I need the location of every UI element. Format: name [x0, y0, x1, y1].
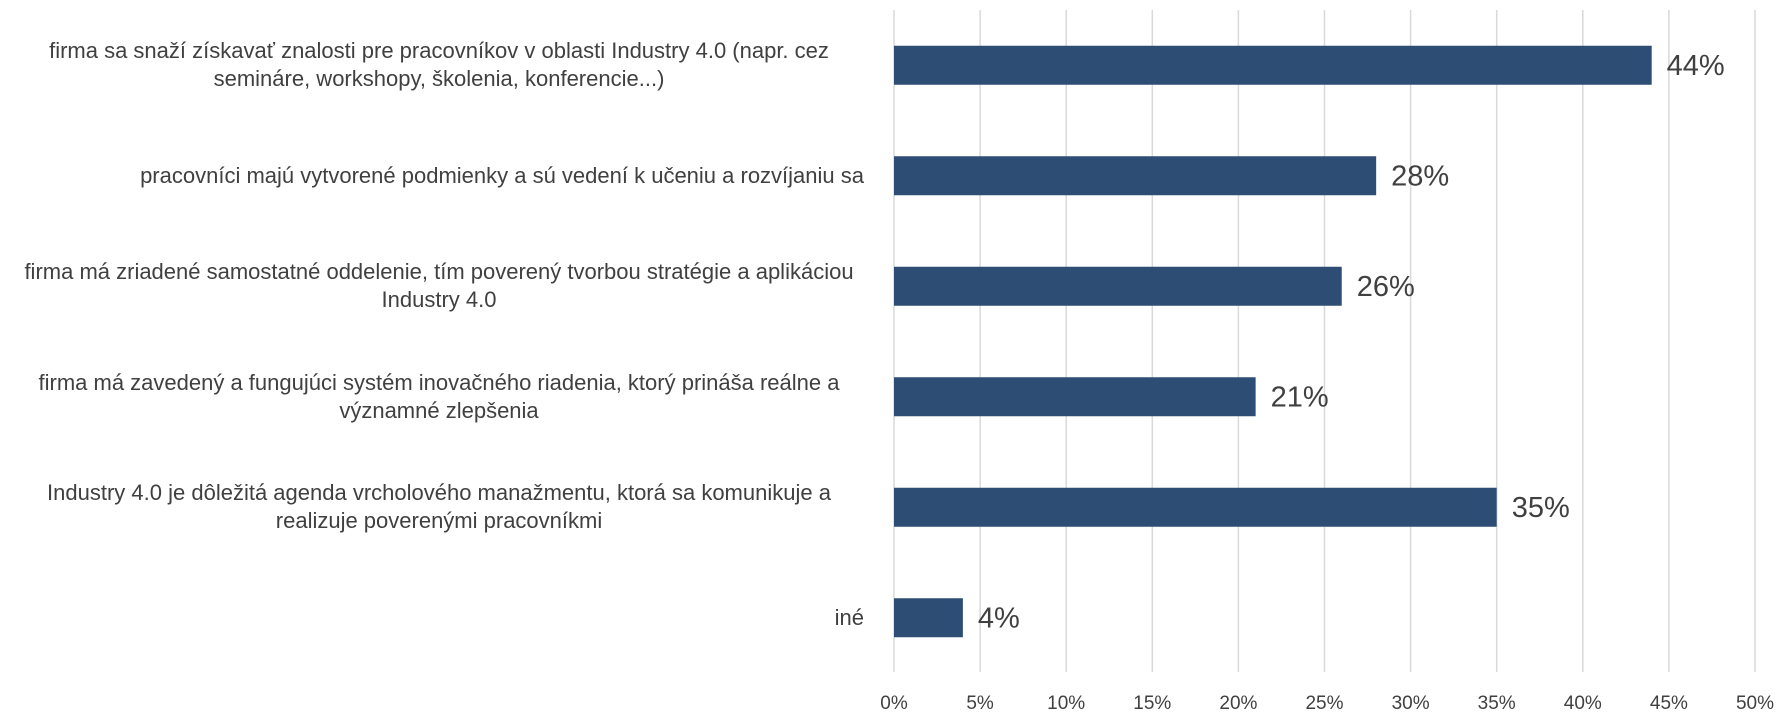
value-label: 21%: [1271, 381, 1329, 413]
x-tick-label: 35%: [1478, 693, 1516, 714]
bar: [894, 156, 1377, 196]
x-tick-label: 20%: [1219, 693, 1257, 714]
bar: [894, 598, 963, 638]
bar: [894, 487, 1497, 527]
value-label: 28%: [1391, 160, 1449, 192]
bar: [894, 266, 1342, 306]
x-tick-label: 15%: [1133, 693, 1171, 714]
x-tick-label: 0%: [880, 693, 908, 714]
x-tick-label: 5%: [966, 693, 994, 714]
category-label: Industry 4.0 je dôležitá agenda vrcholov…: [47, 480, 831, 534]
category-label: firma má zavedený a fungujúci systém ino…: [38, 369, 840, 423]
category-label: firma sa snaží získavať znalosti pre pra…: [49, 38, 829, 92]
value-label: 35%: [1512, 492, 1570, 524]
category-label: pracovníci majú vytvorené podmienky a sú…: [140, 162, 864, 188]
category-label: iné: [834, 604, 864, 630]
x-tick-label: 50%: [1736, 693, 1774, 714]
bar: [894, 377, 1256, 417]
x-tick-label: 30%: [1392, 693, 1430, 714]
x-tick-label: 40%: [1564, 693, 1602, 714]
value-label: 44%: [1667, 50, 1725, 82]
bar: [894, 45, 1652, 85]
value-label: 26%: [1357, 271, 1415, 303]
x-tick-label: 10%: [1047, 693, 1085, 714]
x-tick-label: 25%: [1305, 693, 1343, 714]
category-label: firma má zriadené samostatné oddelenie, …: [24, 259, 854, 313]
value-label: 4%: [978, 602, 1020, 634]
x-tick-label: 45%: [1650, 693, 1688, 714]
